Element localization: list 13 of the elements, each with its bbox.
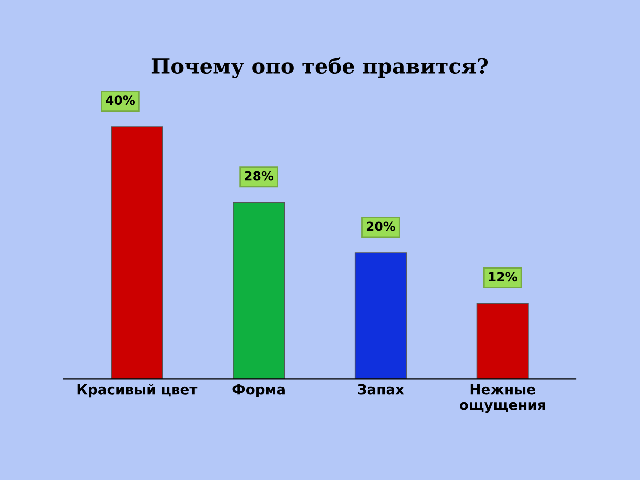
data-label: 12%: [489, 272, 518, 282]
x-tick-label: Форма: [232, 384, 285, 398]
x-tick-label: Нежные ощущения: [460, 384, 546, 414]
bar: [233, 202, 286, 380]
x-tick-label: Запах: [358, 384, 404, 395]
bar: [354, 252, 407, 380]
bar: [476, 303, 529, 380]
bar: [111, 126, 164, 380]
data-label: 40%: [106, 96, 136, 106]
chart-title: Почему опо тебе правится?: [152, 58, 488, 78]
x-tick-label: Красивый цвет: [78, 384, 198, 398]
data-label: 20%: [366, 222, 396, 232]
data-label: 28%: [245, 171, 274, 181]
